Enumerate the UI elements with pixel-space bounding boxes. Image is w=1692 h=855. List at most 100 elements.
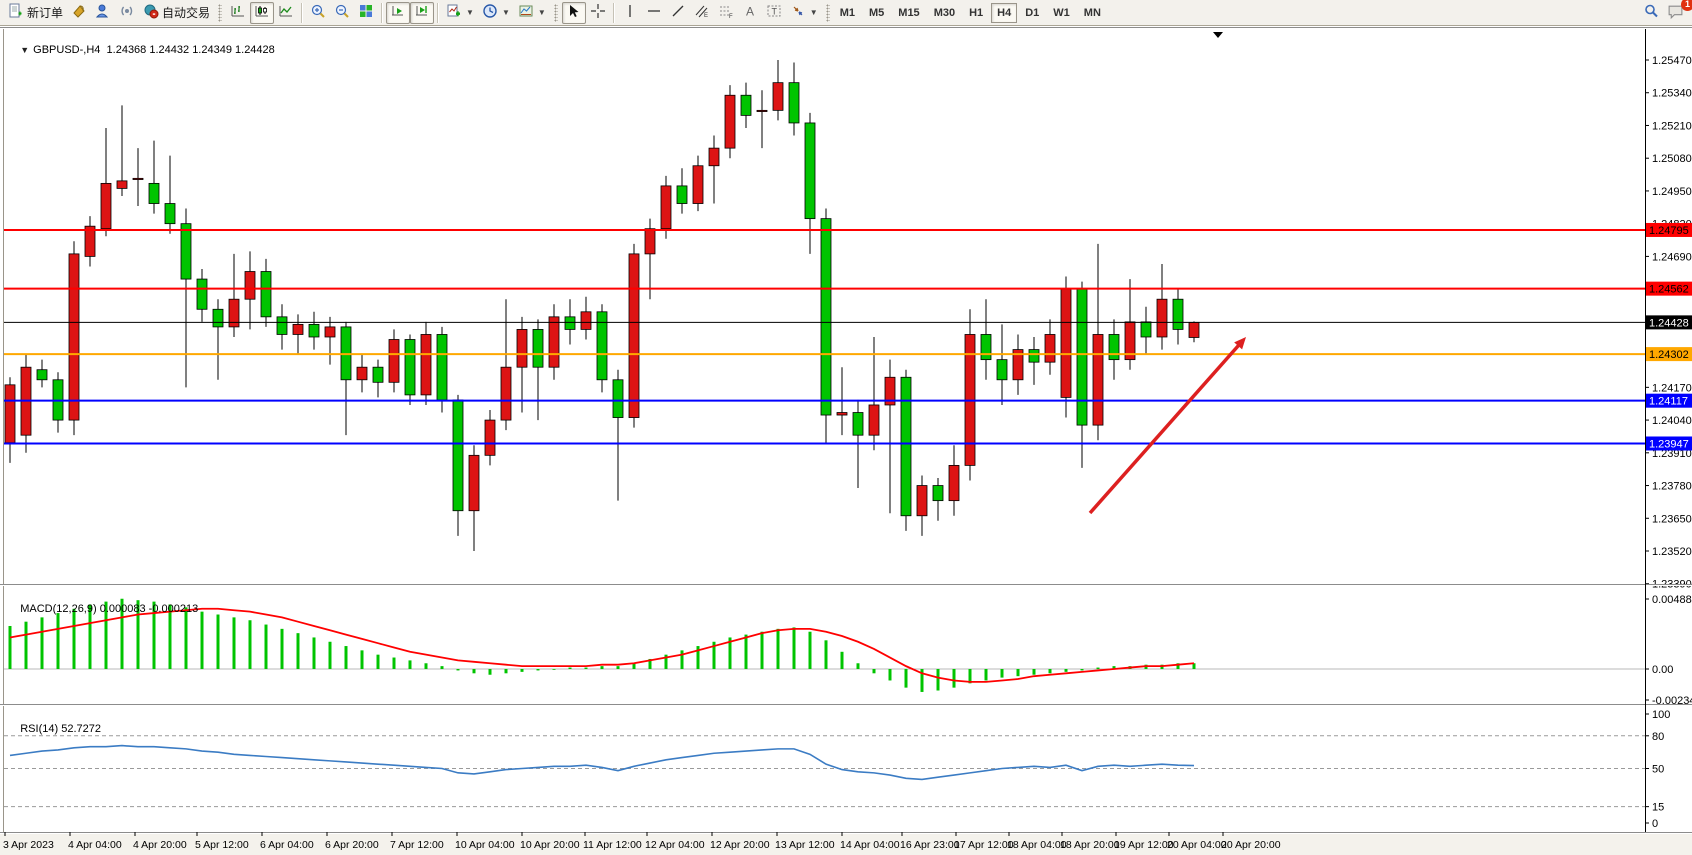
- signals-button[interactable]: [115, 2, 139, 24]
- toolbar-grip[interactable]: [825, 3, 830, 22]
- ohlc-low: 1.24349: [192, 44, 232, 56]
- candle: [580, 296, 592, 340]
- candle: [260, 258, 272, 327]
- add-indicator-button[interactable]: ▼: [442, 2, 478, 24]
- candle: [212, 299, 224, 380]
- auto-scroll-icon: [390, 3, 406, 22]
- auto-scroll-button[interactable]: [386, 1, 411, 24]
- macd-histogram-bar: [1032, 669, 1036, 675]
- bar-chart-button[interactable]: [226, 2, 250, 24]
- price-tick-label: 1.23650: [1652, 513, 1692, 525]
- macd-histogram-bar: [520, 669, 524, 672]
- line-chart-button[interactable]: [274, 2, 298, 24]
- timeframe-W1[interactable]: W1: [1047, 3, 1076, 23]
- candle: [740, 82, 752, 128]
- new-order-button[interactable]: 新订单: [4, 2, 67, 24]
- time-axis[interactable]: [0, 832, 1692, 855]
- candle-body-up: [4, 384, 16, 444]
- macd-histogram-bar: [584, 667, 588, 669]
- price-axis[interactable]: [1645, 29, 1692, 832]
- text-label-button[interactable]: T: [762, 2, 786, 24]
- candle: [372, 359, 384, 398]
- candle-body-down: [1140, 321, 1152, 338]
- timeframe-M15[interactable]: M15: [892, 3, 925, 23]
- macd-histogram-bar: [936, 669, 940, 691]
- candle-body-up: [1060, 288, 1072, 398]
- timeframe-D1[interactable]: D1: [1019, 3, 1045, 23]
- rsi-tick-label: 0: [1652, 818, 1658, 830]
- candle-body-up: [1092, 334, 1104, 426]
- candle-body-down: [276, 316, 288, 335]
- ohlc-high: 1.24432: [149, 44, 190, 56]
- chart-shift-marker[interactable]: [1213, 32, 1223, 38]
- cursor-button[interactable]: [561, 1, 586, 24]
- chart-expander-icon[interactable]: ▼: [20, 45, 30, 55]
- candle-body-up: [1156, 298, 1168, 338]
- zoom-in-button[interactable]: [306, 2, 330, 24]
- horizontal-line-button[interactable]: [642, 2, 666, 24]
- candle: [548, 304, 560, 380]
- candle: [724, 85, 736, 159]
- time-tick-label: 4 Apr 04:00: [68, 839, 122, 851]
- price-tick-label: 1.25210: [1652, 120, 1692, 132]
- search-button[interactable]: [1639, 2, 1663, 24]
- timeframe-M1[interactable]: M1: [834, 3, 861, 23]
- candle-body-down: [980, 334, 992, 361]
- market-watch-button[interactable]: [91, 2, 115, 24]
- candle-body-up: [948, 464, 960, 502]
- macd-histogram-bar: [312, 637, 316, 669]
- timeframe-M30[interactable]: M30: [928, 3, 961, 23]
- macd-histogram-bar: [712, 641, 716, 669]
- market-watch-icon: [95, 3, 111, 22]
- candle: [868, 336, 880, 451]
- templates-button[interactable]: ▼: [514, 2, 550, 24]
- channel-button[interactable]: E: [690, 2, 714, 24]
- tile-windows-button[interactable]: [354, 2, 378, 24]
- candle-body-down: [260, 271, 272, 318]
- trend-arrow-head[interactable]: [1234, 337, 1246, 350]
- vertical-line-button[interactable]: [618, 2, 642, 24]
- chart-shift-button[interactable]: [410, 1, 435, 24]
- crosshair-button[interactable]: [586, 2, 610, 24]
- candle: [484, 410, 496, 466]
- trendline-button[interactable]: [666, 2, 690, 24]
- time-tick-label: 6 Apr 04:00: [260, 839, 314, 851]
- timeframe-H1[interactable]: H1: [963, 3, 989, 23]
- candle-body-up: [548, 316, 560, 368]
- toolbar-grip[interactable]: [218, 3, 223, 22]
- timeframe-H4[interactable]: H4: [991, 2, 1018, 23]
- macd-histogram-bar: [728, 637, 732, 669]
- candle: [516, 316, 528, 413]
- macd-histogram-bar: [776, 628, 780, 669]
- macd-histogram-bar: [808, 631, 812, 669]
- text-button[interactable]: A: [738, 2, 762, 24]
- candle-body-up: [1012, 349, 1024, 381]
- candlestick-chart-button[interactable]: [250, 1, 275, 24]
- timeframe-M5[interactable]: M5: [863, 3, 890, 23]
- trend-arrow-annotation[interactable]: [1088, 341, 1243, 515]
- candle: [84, 216, 96, 267]
- toolbar-grip[interactable]: [553, 3, 558, 22]
- candle: [356, 354, 368, 393]
- candle-body-up: [724, 94, 736, 149]
- candle-body-down: [180, 223, 192, 280]
- macd-histogram-bar: [72, 608, 76, 669]
- notifications-button[interactable]: 1: [1663, 0, 1692, 24]
- rsi-tick-label: 80: [1652, 731, 1664, 743]
- arrows-button[interactable]: ▼: [786, 2, 822, 24]
- candle: [932, 477, 944, 521]
- timeframe-MN[interactable]: MN: [1078, 3, 1107, 23]
- svg-text:A: A: [746, 5, 754, 19]
- candle-body-down: [900, 376, 912, 517]
- auto-trading-button[interactable]: 自动交易: [139, 2, 214, 24]
- candle: [660, 175, 672, 239]
- periods-button[interactable]: ▼: [478, 2, 514, 24]
- chart-canvas[interactable]: 1.254701.253401.252101.250801.249501.248…: [0, 28, 1692, 855]
- profiles-button[interactable]: [67, 2, 91, 24]
- candle: [900, 369, 912, 531]
- fibonacci-button[interactable]: F: [714, 2, 738, 24]
- candle: [756, 90, 768, 149]
- zoom-out-button[interactable]: [330, 2, 354, 24]
- candle: [116, 105, 128, 196]
- candle: [132, 148, 144, 207]
